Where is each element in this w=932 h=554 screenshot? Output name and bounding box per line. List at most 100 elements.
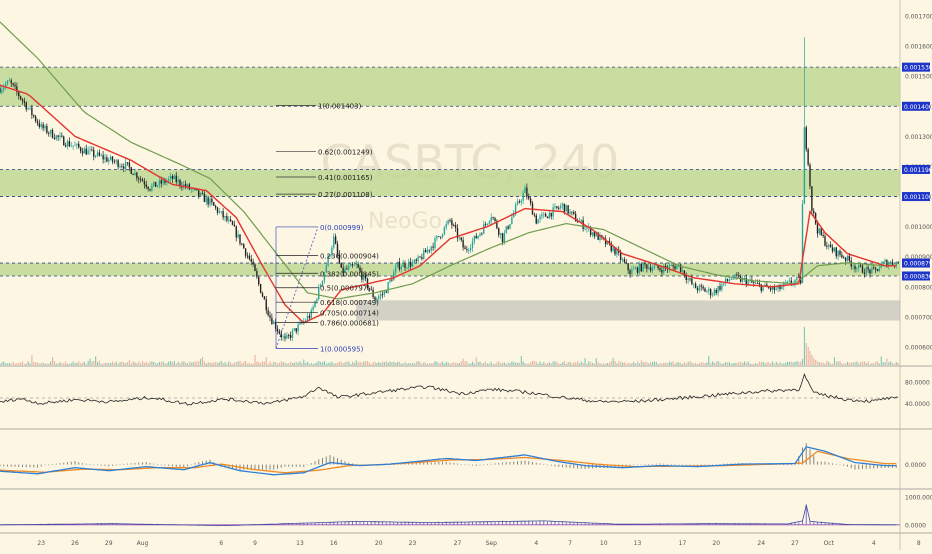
volume-bar [400,363,402,365]
candle-body [364,274,367,279]
volume-bar [408,362,410,365]
macd-histogram-bar [179,464,181,468]
candle-body [237,234,239,238]
macd-histogram-bar [284,464,286,467]
macd-histogram-bar [655,463,657,465]
candle-body [610,243,612,251]
candle-body [346,268,348,270]
volume-bar [575,362,577,365]
candle-body [226,216,228,221]
volume-bar [607,363,609,365]
volume-bar [59,362,61,365]
volume-bar [595,358,597,365]
volume-bar [220,360,222,365]
volume-bar [12,361,14,365]
macd-histogram-bar [678,464,680,466]
candle-body [441,234,444,238]
volume-bar [393,361,395,365]
volume-bar [337,362,339,365]
candle-body [381,294,384,296]
volume-bar [646,362,648,365]
volume-bar [243,361,245,365]
pane-mfi [0,490,900,533]
volume-bar [10,363,12,365]
candle-body [25,102,27,110]
volume-bar [753,363,755,365]
volume-bar [794,362,796,365]
volume-bar [98,360,100,365]
volume-bar [803,327,805,365]
candle-body [445,224,447,228]
candle-body [738,275,740,277]
candle-body [711,294,714,296]
volume-bar [269,361,271,365]
candle-body [57,135,59,137]
macd-histogram-bar [689,464,691,466]
candle-body [29,107,31,109]
macd-histogram-bar [869,464,871,469]
volume-bar [815,360,817,365]
volume-bar [545,363,547,365]
volume-bar [265,356,267,365]
volume-bar [841,363,843,365]
volume-bar [74,363,76,365]
candle-body [153,181,155,186]
macd-histogram-bar [415,462,417,465]
candle-body [271,317,273,325]
volume-bar [449,363,451,365]
volume-bar [578,363,580,365]
candle-body [51,129,54,138]
candle-body [98,152,101,156]
volume-bar [850,362,852,365]
candle-body [638,263,641,273]
candle-body [584,228,586,230]
volume-bar [211,362,213,365]
candle-body [398,261,401,270]
candle-body [552,207,554,217]
macd-histogram-bar [513,461,515,465]
candle-body [171,176,174,180]
volume-bar [547,362,549,365]
volume-bar [316,362,318,365]
candle-body [333,236,335,248]
macd-histogram-bar [487,464,488,465]
volume-bar [481,363,483,365]
volume-bar [537,363,539,365]
volume-bar [224,362,226,365]
macd-histogram-bar [292,464,293,467]
volume-bar [715,361,717,365]
candle-body [14,84,16,87]
macd-histogram-bar [175,464,177,467]
volume-bar [290,361,292,365]
volume-bar [145,361,147,365]
volume-bar [773,363,775,365]
macd-histogram-bar [858,464,860,470]
candle-body [831,247,834,252]
candle-body [295,328,297,332]
candle-body [503,232,506,243]
candle-body [147,186,149,189]
candle-body [846,255,849,261]
candle-body [634,267,637,269]
volume-bar [350,363,352,365]
candle-body [421,257,423,260]
macd-histogram-bar [573,464,575,469]
macd-histogram-bar [7,464,8,467]
candle-body [779,285,781,289]
volume-bar [580,361,582,365]
volume-bar [817,361,819,365]
candle-body [571,211,573,213]
volume-bar [310,363,312,365]
volume-bar [740,361,742,365]
candle-body [492,217,494,219]
macd-histogram-bar [794,464,796,466]
candle-body [488,221,491,224]
candle-body [880,264,882,269]
volume-bar [82,362,84,365]
candle-body [743,278,746,279]
macd-histogram-bar [295,464,297,467]
candle-body [574,213,577,222]
candle-body [816,223,819,234]
